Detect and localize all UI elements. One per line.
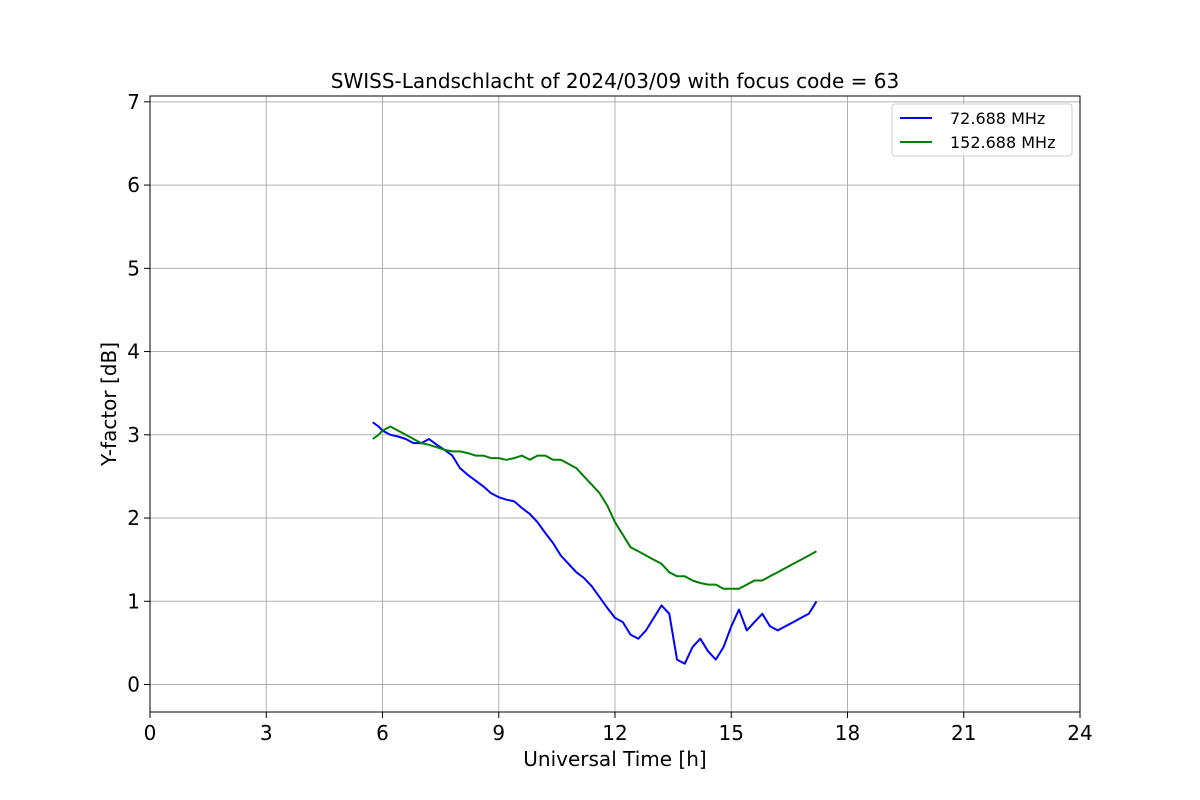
legend: 72.688 MHz 152.688 MHz bbox=[891, 103, 1073, 157]
y-tick-label: 0 bbox=[127, 673, 140, 697]
y-axis-label: Y-factor [dB] bbox=[97, 342, 121, 467]
y-tick-label: 1 bbox=[127, 589, 140, 613]
x-tick-label: 15 bbox=[719, 721, 744, 745]
x-tick-label: 24 bbox=[1067, 721, 1092, 745]
y-tick-label: 4 bbox=[127, 340, 140, 364]
y-tick-label: 2 bbox=[127, 506, 140, 530]
chart-title: SWISS-Landschlacht of 2024/03/09 with fo… bbox=[331, 69, 899, 93]
legend-box bbox=[891, 103, 1073, 157]
x-tick-label: 18 bbox=[835, 721, 860, 745]
y-tick-label: 7 bbox=[127, 90, 140, 114]
x-tick-label: 0 bbox=[144, 721, 157, 745]
x-axis-label: Universal Time [h] bbox=[523, 747, 706, 771]
series-layer bbox=[372, 421, 818, 665]
x-tick-label: 3 bbox=[260, 721, 273, 745]
x-tick-label: 12 bbox=[602, 721, 627, 745]
series-line-1 bbox=[372, 425, 817, 590]
legend-label: 72.688 MHz bbox=[950, 109, 1045, 128]
legend-label: 152.688 MHz bbox=[950, 133, 1055, 152]
y-tick-label: 6 bbox=[127, 173, 140, 197]
y-tick-label: 3 bbox=[127, 423, 140, 447]
y-tick-label: 5 bbox=[127, 256, 140, 280]
x-tick-label: 9 bbox=[492, 721, 505, 745]
x-tick-label: 6 bbox=[376, 721, 389, 745]
x-tick-label: 21 bbox=[951, 721, 976, 745]
